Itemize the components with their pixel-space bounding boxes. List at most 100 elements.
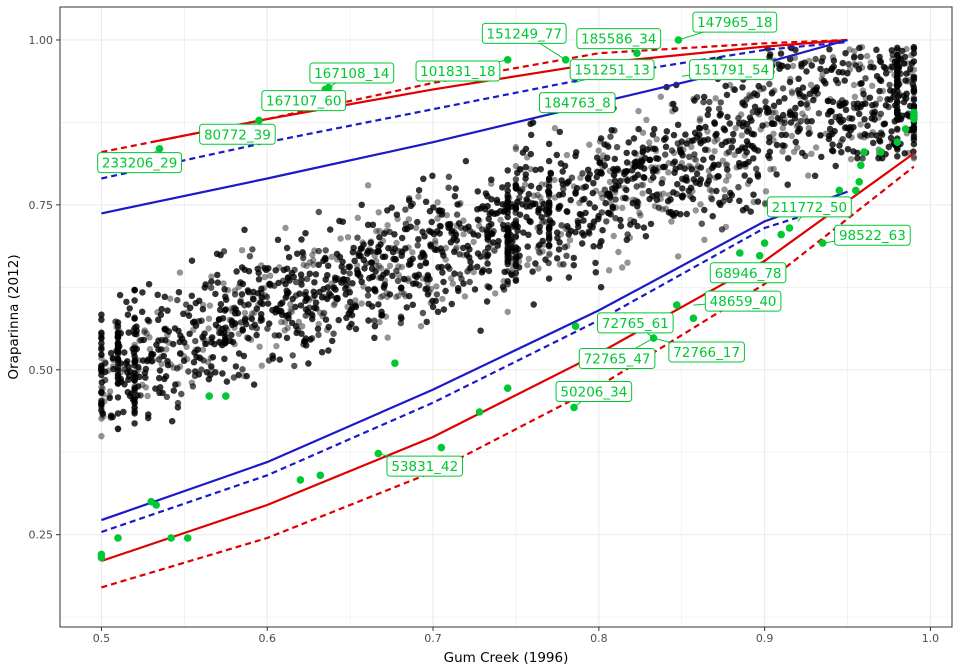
scatter-point [436,211,443,218]
scatter-point [540,241,548,248]
scatter-point [236,280,244,287]
scatter-point [491,247,498,254]
scatter-point [532,260,539,267]
scatter-point [190,359,198,366]
scatter-point [393,267,400,274]
scatter-point [896,53,903,61]
scatter-point [512,185,520,192]
scatter-point [287,301,294,308]
scatter-point [486,284,493,291]
scatter-point [460,244,467,252]
scatter-point [510,223,517,230]
scatter-point [586,141,593,148]
scatter-point [902,77,909,84]
scatter-point [191,318,198,325]
scatter-point [712,132,719,139]
scatter-point [514,169,521,176]
scatter-point [817,132,824,139]
scatter-point [326,290,333,297]
scatter-point [361,265,368,272]
scatter-point [611,171,618,179]
scatter-point [504,260,511,268]
scatter-point [885,143,892,151]
scatter-point [156,367,164,374]
scatter-point [609,185,616,192]
scatter-point [815,110,823,117]
scatter-point [555,246,563,253]
scatter-point [504,205,511,212]
scatter-point [282,224,289,232]
scatter-point [231,320,239,327]
scatter-point [859,87,867,94]
scatter-point [649,168,657,175]
scatter-point [623,236,630,243]
scatter-point [318,294,326,301]
scatter-point [453,211,461,218]
scatter-point [235,283,242,291]
scatter-point [257,299,264,306]
scatter-point [314,325,322,332]
scatter-point [599,164,606,171]
scatter-point [163,346,170,353]
scatter-point [692,157,700,164]
scatter-point [98,367,105,375]
scatter-point [517,188,524,195]
scatter-point [329,337,336,345]
scatter-point [512,176,520,183]
scatter-point [483,254,490,261]
scatter-point [597,169,604,177]
scatter-point [208,366,215,373]
scatter-point [597,239,604,247]
scatter-point [538,181,545,188]
scatter-point [178,390,185,398]
scatter-point [385,245,392,252]
scatter-point [231,287,239,294]
scatter-point [630,135,638,142]
scatter-point [696,115,704,122]
scatter-point [202,281,209,288]
scatter-point [829,98,837,106]
scatter-point [537,166,544,173]
scatter-point [427,285,435,293]
scatter-point [619,264,626,271]
scatter-point [131,287,138,294]
scatter-point [185,312,193,319]
scatter-point [543,218,550,226]
scatter-point [330,301,338,309]
scatter-point [136,337,143,344]
scatter-point [694,162,702,170]
scatter-point [859,101,866,108]
scatter-point [154,291,161,298]
scatter-point [158,360,165,368]
scatter-point [188,257,196,264]
scatter-point [788,111,796,118]
scatter-point [460,251,467,259]
scatter-point [651,203,659,210]
scatter-point [141,369,149,377]
scatter-point [536,249,543,257]
scatter-point [346,263,354,270]
scatter-point [788,88,796,95]
scatter-point [447,239,455,246]
scatter-point [894,146,901,153]
scatter-point [131,369,138,376]
scatter-point [512,249,520,256]
scatter-point [106,388,114,395]
scatter-point [284,274,292,281]
scatter-point [639,129,647,136]
scatter-point [479,203,486,210]
scatter-point [471,286,479,293]
scatter-point [786,109,794,116]
scatter-point [910,127,918,134]
scatter-point [879,87,887,95]
scatter-point [829,141,836,148]
scatter-point [354,234,361,241]
scatter-point [466,278,473,286]
scatter-point [607,200,614,207]
scatter-point [509,264,517,271]
scatter-point [708,196,716,203]
scatter-point [395,271,402,279]
scatter-point [242,315,249,322]
scatter-point [434,199,441,206]
scatter-point [399,234,406,242]
